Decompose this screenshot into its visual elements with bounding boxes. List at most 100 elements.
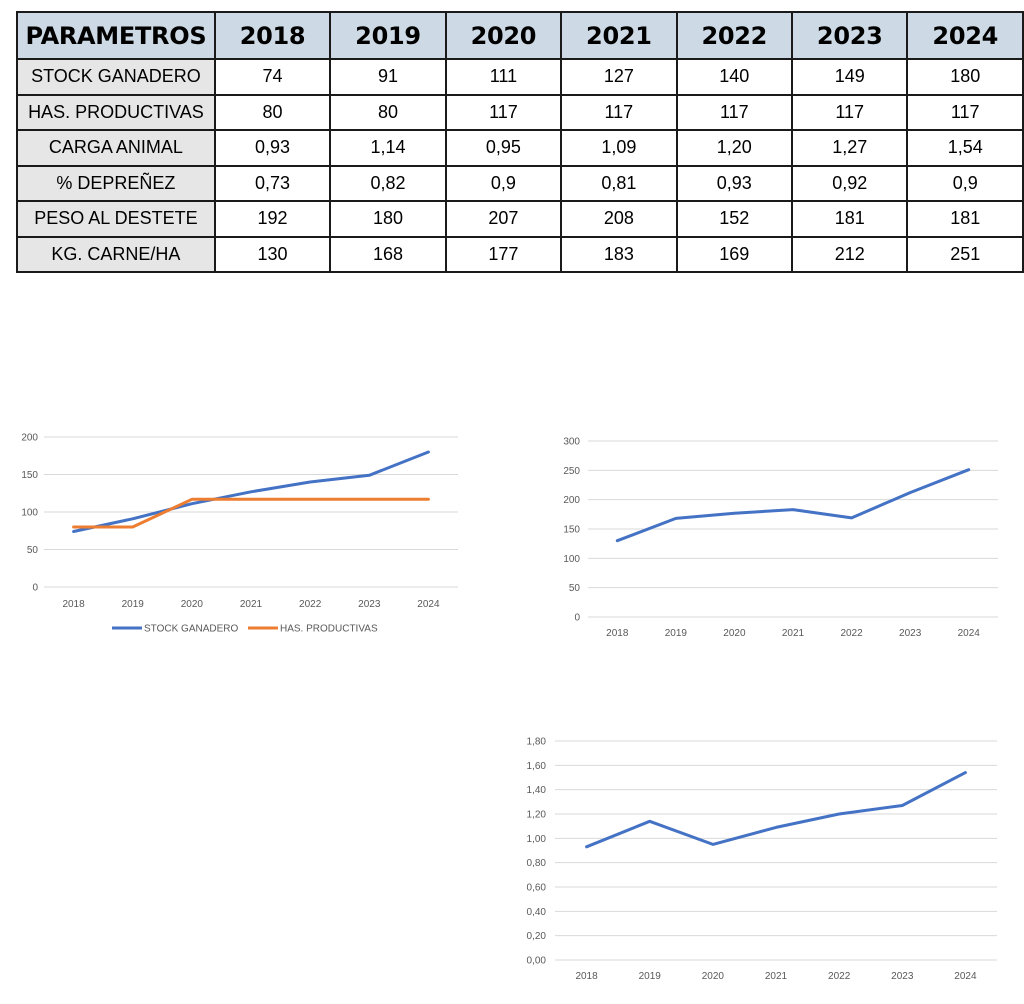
table-cell: 149: [791, 58, 909, 96]
header-year: 2023: [791, 11, 909, 60]
table-cell: 0,9: [906, 164, 1024, 202]
series-line-series: [585, 771, 967, 849]
stock-has-line-chart: 0 50 100 150 200 2018 2019 2020 2021 2022 2023 2024…: [21, 433, 458, 635]
table-cell: 1,54: [906, 129, 1024, 167]
y-tick-label: 0: [32, 583, 38, 594]
table-cell: 0,92: [791, 164, 909, 202]
y-tick-label: 100: [563, 554, 580, 565]
series-line-stock-ganadero: [72, 450, 430, 533]
table-cell: 140: [675, 58, 794, 96]
table-cell: 1,20: [675, 129, 794, 167]
x-tick-label: 2023: [899, 628, 922, 639]
y-tick-label: 50: [27, 545, 39, 556]
table-cell: 117: [444, 93, 563, 131]
table-cell: 0,81: [560, 164, 678, 202]
x-tick-label: 2024: [958, 628, 981, 639]
table-cell: 169: [675, 235, 794, 273]
row-label: CARGA ANIMAL: [16, 129, 216, 167]
table-cell: 207: [444, 200, 563, 238]
table-row: CARGA ANIMAL 0,93 1,14 0,95 1,09 1,20 1,…: [16, 129, 1024, 167]
y-tick-label: 1,40: [527, 785, 547, 796]
row-label: PESO AL DESTETE: [16, 200, 216, 238]
x-tick-label: 2022: [828, 971, 851, 982]
kg-carne-line-chart: 0 50 100 150 200 250 300 2018 2019 2020 2021 2022 20…: [563, 437, 998, 639]
table-cell: 1,27: [791, 129, 909, 167]
table-cell: 80: [213, 93, 332, 131]
table-cell: 180: [329, 200, 447, 238]
table-cell: 91: [329, 58, 447, 96]
table-cell: 117: [791, 93, 909, 131]
y-tick-label: 250: [563, 466, 580, 477]
table-cell: 0,9: [444, 164, 563, 202]
legend-label: HAS. PRODUCTIVAS: [280, 624, 378, 635]
series-line-series: [615, 468, 971, 543]
table-header-row: PARAMETROS 2018 2019 2020 2021 2022 2023…: [16, 11, 1024, 60]
x-tick-label: 2021: [240, 599, 263, 610]
carga-animal-line-chart: 0,00 0,20 0,40 0,60 0,80 1,00 1,20 1,40 1,60 1,80…: [527, 737, 997, 982]
table-cell: 0,93: [213, 129, 332, 167]
y-tick-label: 1,80: [527, 737, 547, 748]
row-label: % DEPREÑEZ: [16, 164, 216, 202]
x-tick-label: 2019: [639, 971, 662, 982]
table-cell: 251: [906, 235, 1024, 273]
table-cell: 180: [906, 58, 1024, 96]
parameters-table: PARAMETROS 2018 2019 2020 2021 2022 2023…: [16, 11, 1024, 273]
y-tick-label: 1,00: [527, 834, 547, 845]
y-tick-label: 150: [21, 470, 38, 481]
table-cell: 152: [675, 200, 794, 238]
x-tick-label: 2018: [606, 628, 629, 639]
x-tick-label: 2024: [954, 971, 977, 982]
y-tick-label: 200: [21, 433, 38, 444]
table-cell: 0,73: [213, 164, 332, 202]
table-cell: 1,09: [560, 129, 678, 167]
table-cell: 192: [213, 200, 332, 238]
row-label: HAS. PRODUCTIVAS: [16, 93, 216, 131]
table-row: % DEPREÑEZ 0,73 0,82 0,9 0,81 0,93 0,92 …: [16, 164, 1024, 202]
y-tick-label: 50: [569, 583, 581, 594]
table-cell: 1,14: [329, 129, 447, 167]
table-cell: 74: [213, 58, 332, 96]
table-cell: 117: [560, 93, 678, 131]
x-tick-label: 2019: [122, 599, 145, 610]
y-tick-label: 150: [563, 525, 580, 536]
x-tick-label: 2022: [299, 599, 322, 610]
table-cell: 212: [791, 235, 909, 273]
y-tick-label: 1,20: [527, 810, 547, 821]
table-cell: 117: [675, 93, 794, 131]
x-tick-label: 2018: [62, 599, 85, 610]
x-tick-label: 2018: [575, 971, 598, 982]
y-tick-label: 300: [563, 437, 580, 448]
y-tick-label: 0: [574, 613, 580, 624]
y-tick-label: 0,60: [527, 883, 547, 894]
x-tick-label: 2023: [358, 599, 381, 610]
x-tick-label: 2020: [181, 599, 204, 610]
table-cell: 80: [329, 93, 447, 131]
y-tick-label: 0,40: [527, 907, 547, 918]
table-row: KG. CARNE/HA 130 168 177 183 169 212 251: [16, 235, 1024, 273]
header-year: 2019: [329, 11, 447, 60]
table-row: PESO AL DESTETE 192 180 207 208 152 181 …: [16, 200, 1024, 238]
header-parametros: PARAMETROS: [16, 11, 216, 60]
table-cell: 181: [906, 200, 1024, 238]
y-tick-label: 0,80: [527, 858, 547, 869]
header-year: 2024: [906, 11, 1024, 60]
x-tick-label: 2021: [782, 628, 805, 639]
header-year: 2022: [675, 11, 794, 60]
table-cell: 130: [213, 235, 332, 273]
legend-label: STOCK GANADERO: [144, 624, 238, 635]
table-cell: 177: [444, 235, 563, 273]
header-year: 2021: [560, 11, 678, 60]
x-tick-label: 2021: [765, 971, 788, 982]
table-row: STOCK GANADERO 74 91 111 127 140 149 180: [16, 58, 1024, 96]
table-cell: 168: [329, 235, 447, 273]
table-cell: 111: [444, 58, 563, 96]
table-cell: 183: [560, 235, 678, 273]
header-year: 2020: [444, 11, 563, 60]
x-tick-label: 2019: [665, 628, 688, 639]
y-tick-label: 1,60: [527, 761, 547, 772]
y-tick-label: 0,00: [527, 956, 547, 967]
row-label: KG. CARNE/HA: [16, 235, 216, 273]
table-row: HAS. PRODUCTIVAS 80 80 117 117 117 117 1…: [16, 93, 1024, 131]
table-cell: 127: [560, 58, 678, 96]
x-tick-label: 2020: [702, 971, 725, 982]
